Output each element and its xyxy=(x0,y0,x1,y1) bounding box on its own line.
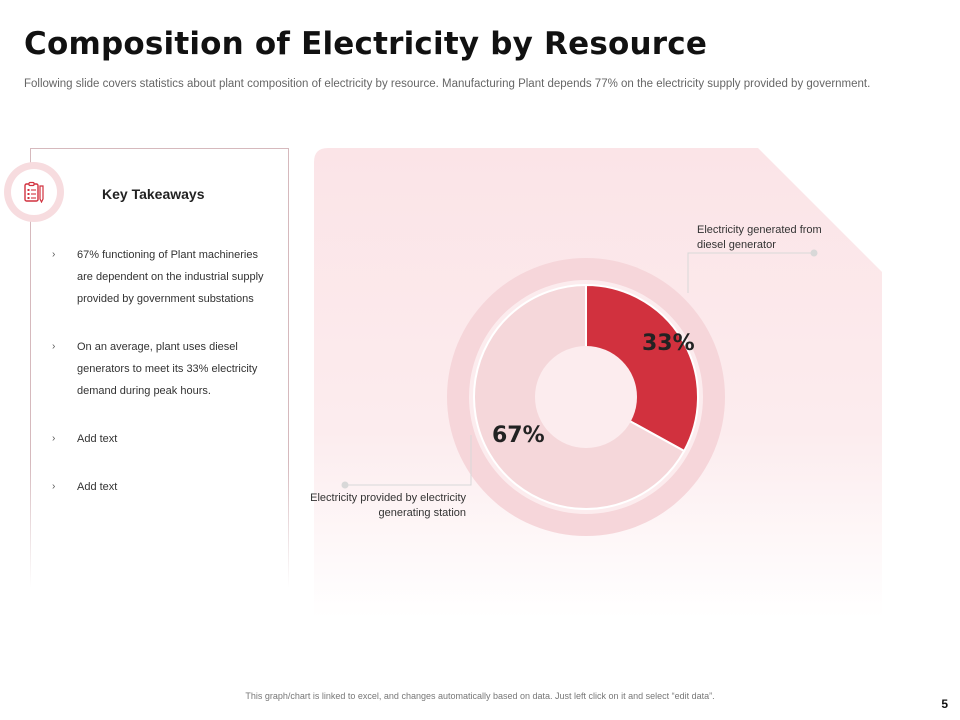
callout-line-station xyxy=(345,435,472,486)
slice-label-station: 67% xyxy=(492,423,545,448)
takeaway-item: › Add text xyxy=(52,476,272,498)
chevron-right-icon: › xyxy=(52,481,56,492)
footer-note: This graph/chart is linked to excel, and… xyxy=(245,691,715,701)
chevron-right-icon: › xyxy=(52,433,56,444)
page-title: Composition of Electricity by Resource xyxy=(24,26,708,62)
page-number: 5 xyxy=(941,697,948,711)
callout-dot-station xyxy=(341,481,349,489)
takeaway-item: › 67% functioning of Plant machineries a… xyxy=(52,244,272,310)
callout-station: Electricity provided by electricity gene… xyxy=(310,492,466,519)
chevron-right-icon: › xyxy=(52,341,56,352)
takeaway-item: › Add text xyxy=(52,428,272,450)
takeaways-badge xyxy=(4,162,64,222)
takeaways-panel xyxy=(29,148,290,602)
page-subtitle: Following slide covers statistics about … xyxy=(24,78,871,90)
takeaways-heading: Key Takeaways xyxy=(102,186,205,202)
clipboard-checklist-icon xyxy=(24,181,44,203)
takeaway-item: › On an average, plant uses diesel gener… xyxy=(52,336,272,402)
slice-label-diesel: 33% xyxy=(642,331,695,356)
chevron-right-icon: › xyxy=(52,249,56,260)
callout-dot-diesel xyxy=(810,249,818,257)
callout-line-diesel xyxy=(687,252,814,293)
takeaways-list: › 67% functioning of Plant machineries a… xyxy=(52,244,272,498)
callout-diesel: Electricity generated from diesel genera… xyxy=(697,224,822,251)
donut-chart xyxy=(314,148,882,618)
donut-hole xyxy=(535,346,637,448)
